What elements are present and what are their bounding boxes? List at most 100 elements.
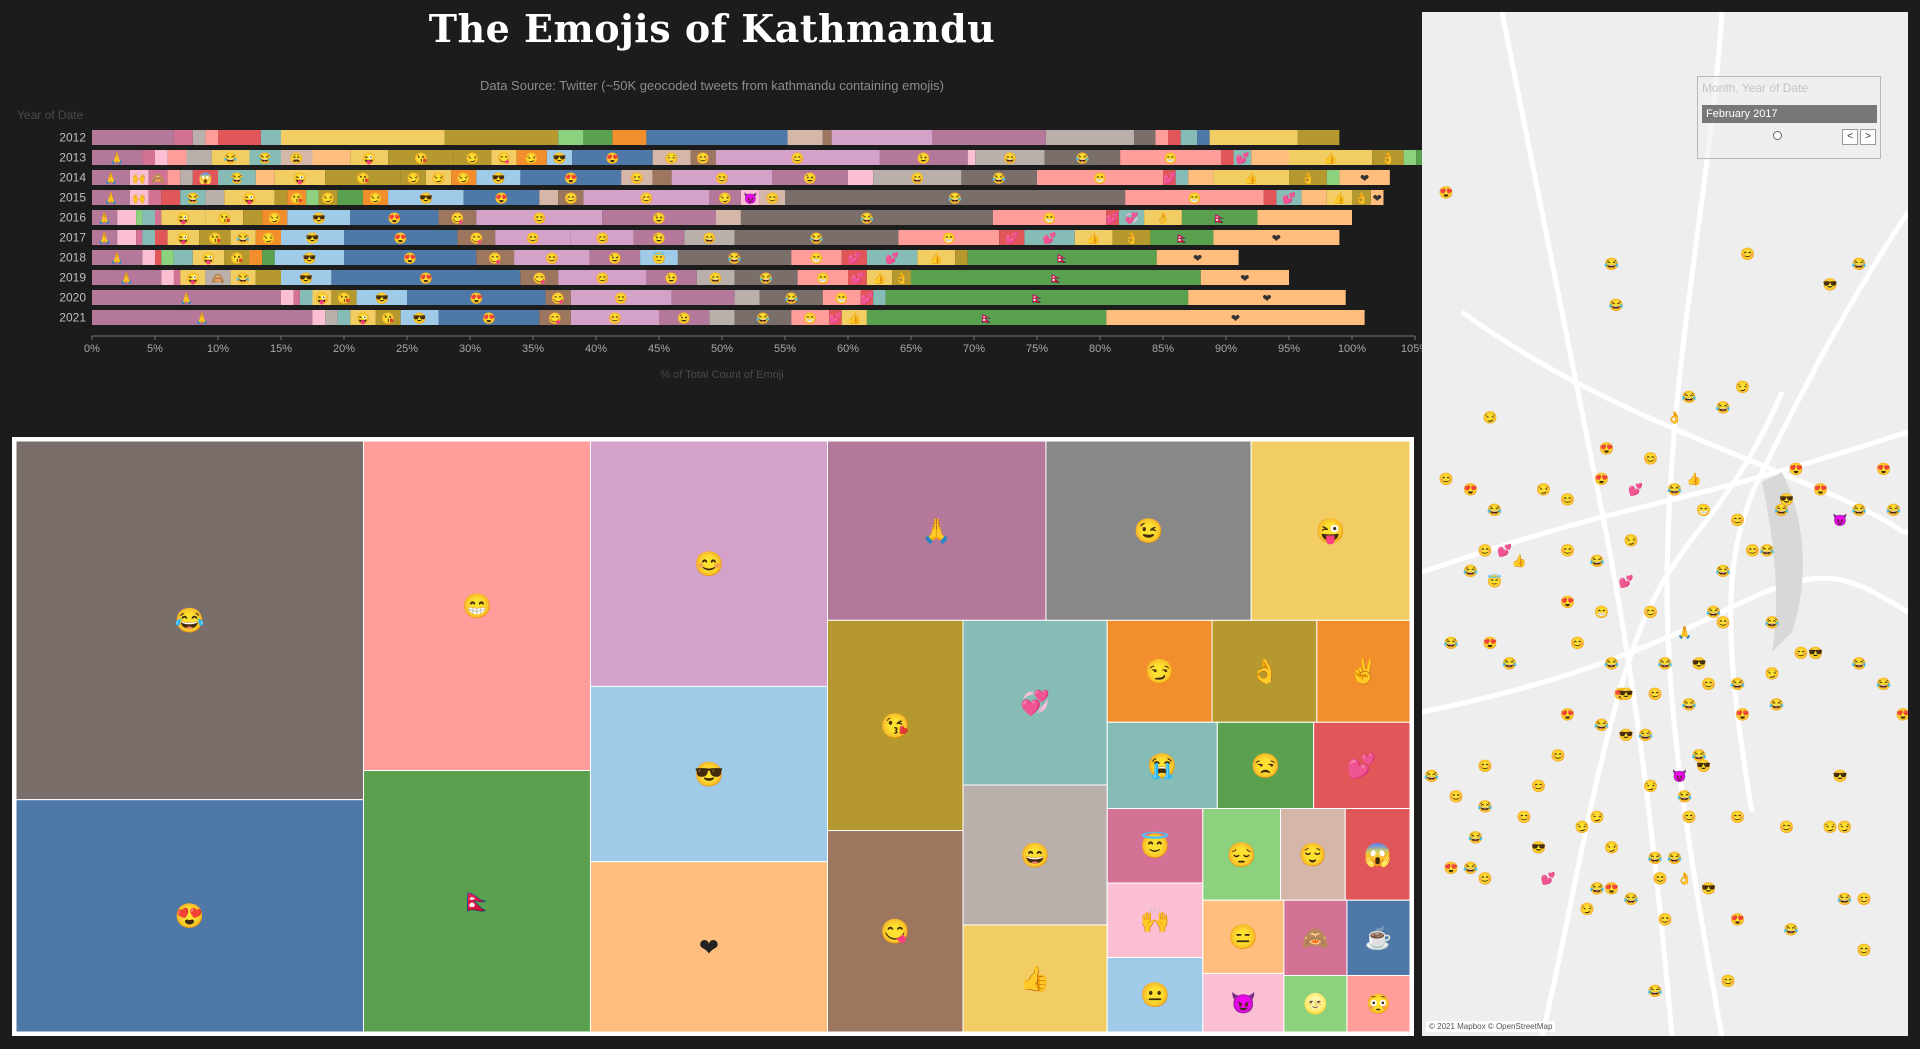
bar-segment [148, 190, 162, 205]
bar-segment [491, 150, 517, 165]
bar-segment [306, 190, 319, 205]
bar-segment-emoji: ❤ [1262, 293, 1271, 305]
bar-segment [1106, 310, 1365, 325]
bar-segment [520, 170, 622, 185]
bar-segment-emoji: ❤ [1272, 233, 1281, 245]
map-emoji-marker: 😊 [1439, 472, 1454, 486]
map-emoji-marker: 😊 [1560, 493, 1575, 507]
bar-segment-emoji: 😜 [356, 312, 370, 325]
bar-segment [400, 310, 439, 325]
bar-segment-emoji: 😎 [299, 272, 313, 285]
filter-next-button[interactable]: > [1860, 129, 1876, 145]
bar-segment [1289, 170, 1327, 185]
bar-segment-emoji: 😄 [709, 272, 723, 285]
bar-segment-emoji: 😏 [525, 152, 539, 165]
bar-segment [1074, 230, 1113, 245]
map-emoji-marker: 😈 [1832, 513, 1847, 527]
map-emoji-marker: 😍 [1813, 482, 1828, 496]
bar-segment [659, 310, 710, 325]
bar-segment [917, 250, 956, 265]
filter-value[interactable]: February 2017 [1702, 105, 1877, 123]
map-emoji-marker: 😊 [1682, 810, 1697, 824]
bar-segment [331, 270, 521, 285]
bar-segment [92, 230, 118, 245]
bar-segment [325, 170, 401, 185]
bar-segment [1045, 130, 1135, 145]
bar-segment [281, 270, 332, 285]
bar-segment [155, 250, 162, 265]
bar-segment [92, 270, 162, 285]
bar-segment [785, 190, 1126, 205]
map-canvas[interactable]: 😍😂😎😊😂😂😏😂👌😏😍😊😂👍😍😊😍😂😏😊😍💕 😂😁😊😂😂😎😍😂😈😍😂😊 💕👍😂😇😂😏… [1422, 12, 1908, 1036]
treemap-cell [1283, 899, 1348, 977]
bar-segment [715, 150, 880, 165]
bar-segment [652, 170, 672, 185]
bar-segment-emoji: 🙏 [104, 172, 118, 185]
bar-segment-emoji: 😎 [419, 192, 433, 205]
map-emoji-marker: 😏 [1837, 820, 1852, 834]
bar-segment-emoji: 😁 [835, 292, 849, 305]
map-emoji-marker: 😊 [1740, 247, 1755, 261]
map-emoji-marker: 😊 [1730, 810, 1745, 824]
month-year-filter[interactable]: Month, Year of Date February 2017 < > [1697, 76, 1881, 159]
treemap-cell [589, 441, 828, 687]
bar-segment-emoji: 😁 [1164, 152, 1178, 165]
bar-segment [180, 170, 193, 185]
bar-segment-emoji: 😂 [860, 212, 874, 225]
bar-segment [545, 290, 571, 305]
bar-segment-emoji: 😘 [290, 192, 304, 205]
bar-segment-emoji: 😘 [208, 232, 222, 245]
x-tick-label: 65% [900, 343, 922, 355]
filter-slider-handle[interactable] [1773, 131, 1782, 140]
bar-segment-emoji: 👌 [1301, 172, 1315, 185]
bar-segment-emoji: 😉 [652, 232, 666, 245]
bar-segment [192, 170, 218, 185]
bar-segment [287, 210, 351, 225]
bar-segment [444, 130, 559, 145]
bar-segment-emoji: 😘 [356, 172, 370, 185]
bar-segment [709, 190, 741, 205]
bar-segment [388, 190, 464, 205]
bar-segment [1289, 150, 1373, 165]
map-emoji-marker: 😂 [1852, 503, 1867, 517]
bar-segment [281, 290, 294, 305]
map-emoji-marker: 😂 [1769, 697, 1784, 711]
treemap-cell [962, 784, 1108, 926]
map-emoji-marker: 😊 [1643, 605, 1658, 619]
map-attribution[interactable]: © 2021 Mapbox © OpenStreetMap [1426, 1021, 1556, 1032]
treemap-cell [962, 924, 1108, 1032]
x-tick-label: 95% [1278, 343, 1300, 355]
bar-segment [92, 130, 174, 145]
map-emoji-marker: 👌 [1667, 411, 1682, 425]
bar-segment-emoji: 😍 [388, 212, 402, 225]
bar-segment-emoji: 🇳🇵 [980, 313, 994, 325]
treemap-cell [1344, 808, 1410, 901]
treemap-cell-emoji: ☕ [1365, 925, 1392, 951]
bar-segment [230, 270, 256, 285]
bar-segment [1339, 170, 1390, 185]
map-panel[interactable]: 😍 😂 😎 😊 😂 😂 😏 😂 👌 😏 😍 😊 😂 👍 😍 😊 😍 😂 😏 😊 😍 💕 😂 😁 😊 😂 😂 😎 😍 😂 😈 😍 😂 😊 💕 👍 😂 😇 😂 😏… [1422, 12, 1908, 1036]
map-emoji-marker: 😂 [1604, 656, 1619, 670]
map-emoji-marker: 😂 [1837, 892, 1852, 906]
bar-segment [1301, 190, 1327, 205]
bar-segment-emoji: 😘 [337, 292, 351, 305]
bar-segment-emoji: 🙏 [195, 312, 209, 325]
map-emoji-marker: 😂 [1589, 882, 1604, 896]
bar-segment [262, 250, 275, 265]
map-emoji-marker: 😏 [1643, 779, 1658, 793]
treemap-cell-emoji: 😄 [1020, 842, 1050, 869]
y-tick-label: 2013 [59, 151, 86, 165]
bar-segment [249, 150, 281, 165]
treemap-cell-emoji: 💕 [1347, 752, 1377, 780]
bar-segment [281, 150, 313, 165]
bar-segment [831, 130, 933, 145]
bar-segment-emoji: 👍 [847, 312, 861, 325]
map-emoji-marker: 😂 [1784, 923, 1799, 937]
bar-segment-emoji: 😜 [315, 292, 329, 305]
bar-segment-emoji: 🙏 [104, 192, 118, 205]
treemap-cell-emoji: 🙈 [1302, 926, 1329, 951]
filter-prev-button[interactable]: < [1842, 129, 1858, 145]
bar-segment-emoji: 🙏 [110, 152, 124, 165]
bar-segment [92, 250, 143, 265]
treemap-cell-emoji: 😒 [1251, 753, 1281, 780]
